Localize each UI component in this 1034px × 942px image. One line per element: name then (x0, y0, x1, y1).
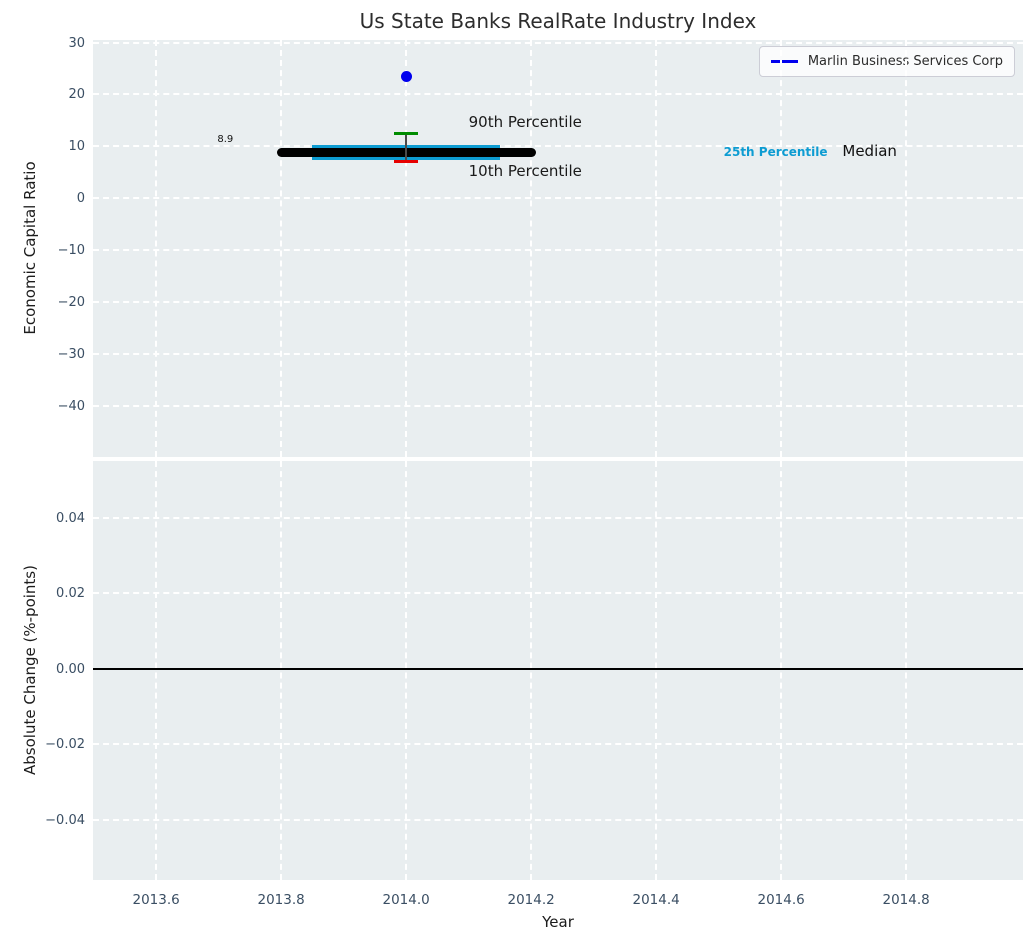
gridline (93, 41, 1023, 44)
gridline (780, 461, 783, 880)
legend: Marlin Business Services Corp (758, 46, 1015, 77)
gridline (655, 40, 658, 457)
x-tick-label: 2014.4 (632, 892, 680, 908)
y-tick-label: 0.04 (56, 510, 85, 526)
gridline (155, 40, 158, 457)
y-tick-label: 10 (68, 139, 85, 155)
gridline (405, 461, 408, 880)
x-tick-label: 2013.8 (257, 892, 305, 908)
gridline (530, 461, 533, 880)
gridline (530, 40, 533, 457)
x-axis-label: Year (542, 913, 574, 931)
x-tick-label: 2014.6 (757, 892, 805, 908)
gridline (655, 461, 658, 880)
annotation-median: Median (842, 142, 897, 160)
gridline (93, 352, 1023, 355)
gridline (93, 300, 1023, 303)
gridline (93, 743, 1023, 746)
gridline (155, 461, 158, 880)
x-tick-label: 2014.0 (382, 892, 430, 908)
y-tick-label: −0.04 (45, 812, 85, 828)
errorbar-cap-90th (394, 131, 419, 135)
y-tick-label: 30 (68, 35, 85, 51)
gridline (280, 461, 283, 880)
gridline (93, 249, 1023, 252)
gridline (405, 40, 408, 457)
top-axes: Marlin Business Services Corp 8.9 90th Pe… (93, 40, 1023, 457)
errorbar-stem (405, 133, 407, 162)
errorbar-cap-10th (394, 160, 419, 164)
x-tick-label: 2014.2 (507, 892, 555, 908)
annotation-10th-percentile: 10th Percentile (468, 161, 582, 180)
y-tick-label: −40 (57, 398, 85, 414)
y-tick-label: 0 (76, 191, 85, 207)
y-tick-label: −30 (57, 346, 85, 362)
annotation-8-9: 8.9 (217, 134, 234, 146)
bottom-axes (93, 461, 1023, 880)
data-point-marker (400, 70, 412, 82)
chart-title: Us State Banks RealRate Industry Index (359, 9, 757, 33)
gridline (93, 592, 1023, 595)
annotation-25th-percentile: 25th Percentile (723, 144, 828, 159)
gridline (780, 40, 783, 457)
y-tick-label: 0.00 (56, 661, 85, 677)
zero-line (93, 667, 1023, 670)
gridline (905, 461, 908, 880)
gridline (93, 404, 1023, 407)
x-tick-label: 2014.8 (882, 892, 930, 908)
gridline (93, 516, 1023, 519)
annotation-90th-percentile: 90th Percentile (468, 112, 582, 131)
y-tick-label: 0.02 (56, 586, 85, 602)
gridline (93, 197, 1023, 200)
gridline (93, 145, 1023, 148)
gridline (280, 40, 283, 457)
y-tick-label: −10 (57, 243, 85, 259)
y-tick-label: −20 (57, 294, 85, 310)
legend-line-swatch (770, 60, 798, 63)
x-tick-label: 2013.6 (132, 892, 180, 908)
gridline (93, 818, 1023, 821)
gridline (93, 93, 1023, 96)
y-tick-label: −0.02 (45, 737, 85, 753)
gridline (905, 40, 908, 457)
y-tick-label: 20 (68, 87, 85, 103)
